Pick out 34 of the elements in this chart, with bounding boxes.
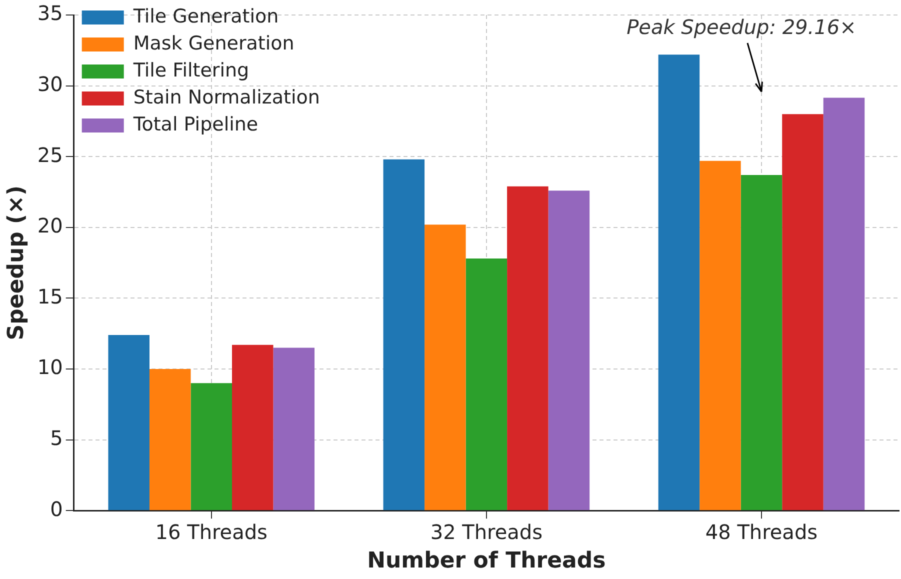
bar xyxy=(273,348,315,510)
y-tick-label: 5 xyxy=(50,426,63,450)
legend-label: Stain Normalization xyxy=(133,86,320,108)
bar xyxy=(466,258,508,510)
y-tick-label: 25 xyxy=(37,142,63,167)
y-tick-label: 0 xyxy=(50,496,63,521)
bar xyxy=(507,186,548,510)
bar xyxy=(740,175,782,510)
legend-label: Total Pipeline xyxy=(132,113,258,136)
y-tick-label: 30 xyxy=(37,72,63,96)
y-axis-title: Speedup (×) xyxy=(4,185,29,340)
y-tick-label: 35 xyxy=(37,1,63,26)
legend-label: Tile Generation xyxy=(132,5,279,28)
legend-label: Tile Filtering xyxy=(132,59,250,82)
y-tick-label: 10 xyxy=(37,355,63,380)
x-tick-label: 48 Threads xyxy=(705,520,818,544)
bar xyxy=(190,383,232,510)
legend-label: Mask Generation xyxy=(133,32,294,54)
bar xyxy=(149,369,191,510)
bar xyxy=(700,160,741,510)
x-tick-label: 32 Threads xyxy=(430,520,543,544)
bar xyxy=(823,98,865,510)
bar xyxy=(782,114,824,510)
annotation: Peak Speedup: 29.16× xyxy=(626,15,856,40)
x-axis-title: Number of Threads xyxy=(367,548,606,574)
bar xyxy=(548,190,590,510)
y-tick-label: 20 xyxy=(37,214,63,238)
bar xyxy=(383,159,425,510)
y-tick-label: 15 xyxy=(37,284,63,308)
bar xyxy=(658,54,700,510)
x-tick-label: 16 Threads xyxy=(155,520,268,544)
bar xyxy=(108,335,150,510)
bar xyxy=(232,344,274,510)
bar xyxy=(424,224,466,510)
